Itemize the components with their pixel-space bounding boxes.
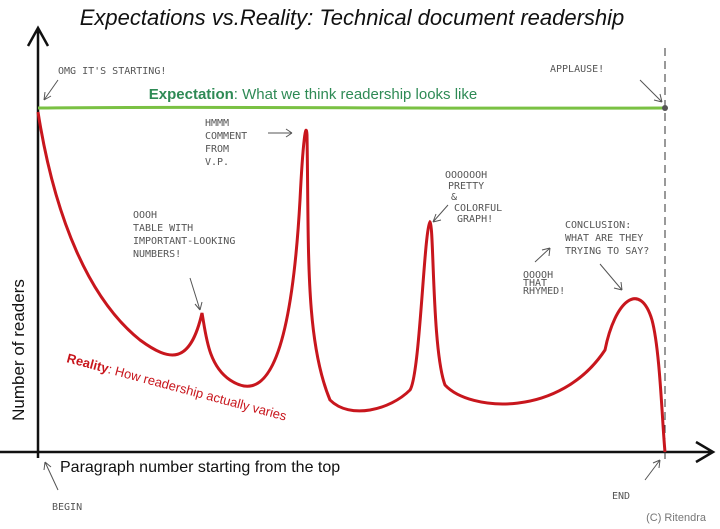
annotation-line: APPLAUSE! xyxy=(550,64,604,75)
annotation-line: OOOOOOH xyxy=(445,170,487,181)
annotation-line: IMPORTANT-LOOKING xyxy=(133,236,235,247)
annotation-arrows xyxy=(43,79,663,491)
annotation-line: WHAT ARE THEY xyxy=(565,233,643,244)
expectation-line xyxy=(37,105,666,110)
annotation-line: FROM xyxy=(205,144,229,155)
x-axis xyxy=(0,440,716,464)
annotation-line: RHYMED! xyxy=(523,286,565,297)
annotation-line: TRYING TO SAY? xyxy=(565,246,649,257)
annotation-line: PRETTY xyxy=(448,181,484,192)
annotation-line: COMMENT xyxy=(205,131,247,142)
expectation-end xyxy=(662,105,668,111)
annotation-line: TABLE WITH xyxy=(133,223,193,234)
annotation-line: BEGIN xyxy=(52,502,82,513)
expectation-name: Expectation xyxy=(149,86,234,103)
y-axis xyxy=(26,25,50,458)
annotation-line: CONCLUSION: xyxy=(565,220,631,231)
annotation-line: V.P. xyxy=(205,157,229,168)
chart-title: Expectations vs.Reality: Technical docum… xyxy=(80,5,625,30)
y-axis-label: Number of readers xyxy=(9,279,28,421)
annotation-line: GRAPH! xyxy=(457,214,493,225)
annotation-line: OOOH xyxy=(133,210,157,221)
reality-curve xyxy=(36,111,667,453)
annotation-line: COLORFUL xyxy=(454,203,502,214)
annotation-line: HMMM xyxy=(205,118,229,129)
annotation-line: END xyxy=(612,491,630,502)
annotations: OMG IT'S STARTING! APPLAUSE! HMMM COMMENT FR… xyxy=(52,64,649,513)
annotation-line: OOOOH xyxy=(523,270,553,281)
annotation-line: NUMBERS! xyxy=(133,249,181,260)
credit: (C) Ritendra xyxy=(646,512,707,524)
x-axis-label: Paragraph number starting from the top xyxy=(60,459,340,476)
expectation-text: : What we think readership looks like xyxy=(234,86,477,103)
expectation-label: Expectation: What we think readership lo… xyxy=(149,86,477,103)
annotation-line: THAT xyxy=(523,278,547,289)
annotation-line: OMG IT'S STARTING! xyxy=(58,66,166,77)
annotation-line: & xyxy=(451,192,457,203)
